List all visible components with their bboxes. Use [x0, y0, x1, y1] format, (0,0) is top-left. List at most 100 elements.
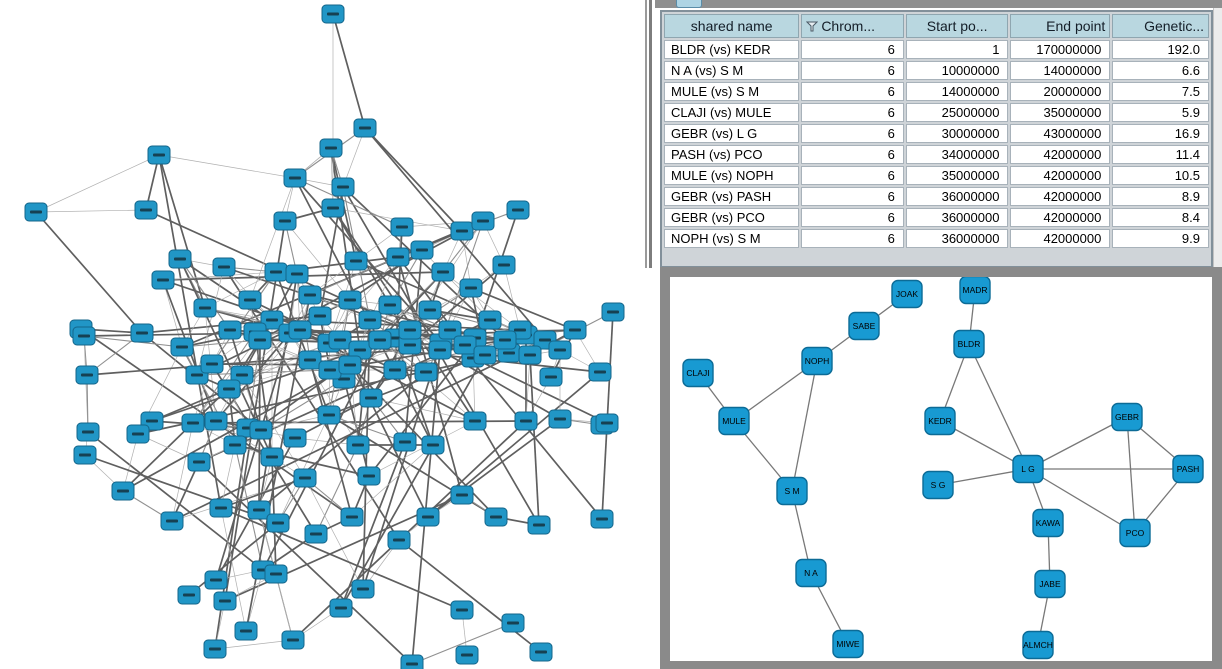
network-node[interactable] [260, 310, 284, 330]
network-node[interactable] [134, 200, 158, 220]
network-edge-lg-pco[interactable] [1027, 468, 1136, 534]
network-node[interactable] [463, 411, 487, 431]
network-node[interactable] [344, 251, 368, 271]
network-node[interactable] [281, 630, 305, 650]
column-header-end-point[interactable]: End point [1010, 14, 1111, 38]
network-node[interactable] [358, 310, 382, 330]
network-node-jabe[interactable]: JABE [1034, 569, 1066, 599]
network-node[interactable] [209, 498, 233, 518]
network-node[interactable] [328, 330, 352, 350]
overview-network-canvas[interactable] [0, 0, 655, 669]
network-node[interactable] [298, 285, 322, 305]
network-node[interactable] [264, 564, 288, 584]
network-node[interactable] [514, 411, 538, 431]
network-node[interactable] [338, 355, 362, 375]
network-node-sg[interactable]: S G [922, 470, 954, 500]
table-row[interactable]: GEBR (vs) PCO 6 36000000 42000000 8.4 [664, 208, 1209, 227]
network-node-bldr[interactable]: BLDR [953, 329, 985, 359]
network-node[interactable] [317, 405, 341, 425]
tab-fragment[interactable] [676, 0, 702, 8]
network-node[interactable] [473, 345, 497, 365]
network-node-kawa[interactable]: KAWA [1032, 508, 1064, 538]
network-node[interactable] [249, 420, 273, 440]
network-node[interactable] [418, 300, 442, 320]
network-node[interactable] [398, 320, 422, 340]
network-node[interactable] [238, 290, 262, 310]
network-node-sabe[interactable]: SABE [848, 311, 880, 341]
network-node[interactable] [595, 413, 619, 433]
table-row[interactable]: MULE (vs) S M 6 14000000 20000000 7.5 [664, 82, 1209, 101]
network-node[interactable] [73, 445, 97, 465]
network-node-gebr[interactable]: GEBR [1111, 402, 1143, 432]
network-edge-gebr-pco[interactable] [1126, 416, 1136, 534]
table-row[interactable]: PASH (vs) PCO 6 34000000 42000000 11.4 [664, 145, 1209, 164]
network-node[interactable] [213, 591, 237, 611]
network-node[interactable] [450, 600, 474, 620]
network-node[interactable] [518, 345, 542, 365]
network-node[interactable] [151, 270, 175, 290]
network-node[interactable] [273, 211, 297, 231]
network-node[interactable] [293, 468, 317, 488]
table-row[interactable]: N A (vs) S M 6 10000000 14000000 6.6 [664, 61, 1209, 80]
network-node[interactable] [168, 249, 192, 269]
network-node[interactable] [450, 221, 474, 241]
network-node[interactable] [170, 337, 194, 357]
detail-network-canvas[interactable]: JOAK SABE NOPH CLAJI MULE S M N A MIWE MADR BLDR K… [670, 277, 1212, 661]
network-node[interactable] [501, 613, 525, 633]
network-node[interactable] [428, 340, 452, 360]
network-node[interactable] [493, 330, 517, 350]
network-node-na[interactable]: N A [795, 558, 827, 588]
network-node[interactable] [288, 320, 312, 340]
network-node[interactable] [340, 507, 364, 527]
network-node[interactable] [187, 452, 211, 472]
network-node[interactable] [193, 298, 217, 318]
network-node[interactable] [378, 295, 402, 315]
network-node-lg[interactable]: L G [1012, 454, 1044, 484]
network-node[interactable] [400, 654, 424, 669]
network-node-mule[interactable]: MULE [718, 406, 750, 436]
network-node[interactable] [200, 354, 224, 374]
network-node-sm[interactable]: S M [776, 476, 808, 506]
table-scrollbar-track[interactable] [1213, 8, 1222, 268]
network-node[interactable] [414, 362, 438, 382]
network-node[interactable] [329, 598, 353, 618]
network-node[interactable] [218, 320, 242, 340]
network-node[interactable] [368, 330, 392, 350]
network-node[interactable] [387, 530, 411, 550]
network-node[interactable] [548, 409, 572, 429]
network-node[interactable] [230, 365, 254, 385]
network-node[interactable] [351, 579, 375, 599]
network-node-miwe[interactable]: MIWE [832, 629, 864, 659]
network-node[interactable] [111, 481, 135, 501]
network-node[interactable] [308, 306, 332, 326]
network-node[interactable] [471, 211, 495, 231]
network-node[interactable] [453, 335, 477, 355]
network-node[interactable] [126, 424, 150, 444]
network-node[interactable] [484, 507, 508, 527]
network-node[interactable] [346, 435, 370, 455]
network-node[interactable] [338, 290, 362, 310]
network-node[interactable] [319, 138, 343, 158]
network-node[interactable] [204, 411, 228, 431]
network-node[interactable] [203, 639, 227, 659]
network-node[interactable] [492, 255, 516, 275]
network-node-madr[interactable]: MADR [959, 277, 991, 305]
network-node[interactable] [438, 320, 462, 340]
network-node[interactable] [234, 621, 258, 641]
network-node[interactable] [459, 278, 483, 298]
network-node[interactable] [247, 500, 271, 520]
network-node-noph[interactable]: NOPH [801, 346, 833, 376]
network-node[interactable] [223, 435, 247, 455]
network-node[interactable] [212, 257, 236, 277]
network-node[interactable] [506, 200, 530, 220]
network-node[interactable] [331, 177, 355, 197]
network-node[interactable] [421, 435, 445, 455]
column-header-shared-name[interactable]: shared name [664, 14, 800, 38]
network-node-kedr[interactable]: KEDR [924, 406, 956, 436]
network-node[interactable] [393, 432, 417, 452]
network-node[interactable] [357, 466, 381, 486]
network-node[interactable] [563, 320, 587, 340]
network-node[interactable] [298, 350, 322, 370]
network-node[interactable] [260, 447, 284, 467]
table-row[interactable]: MULE (vs) NOPH 6 35000000 42000000 10.5 [664, 166, 1209, 185]
